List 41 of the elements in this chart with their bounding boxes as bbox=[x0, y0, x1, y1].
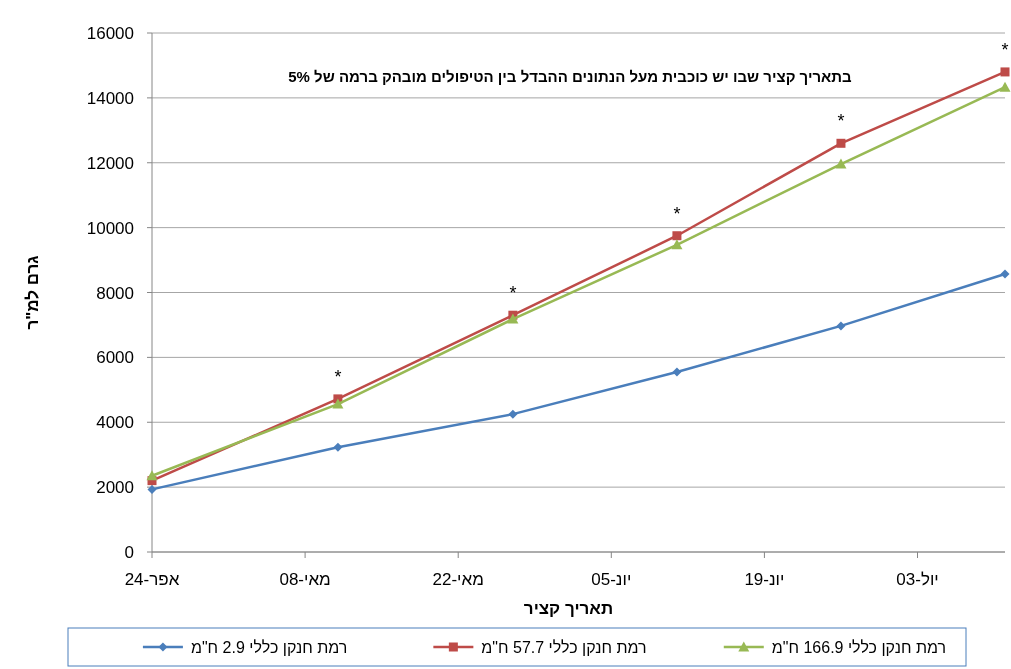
x-tick-label: 24-אפר bbox=[124, 570, 180, 589]
point bbox=[507, 313, 519, 324]
legend-label: רמת חנקן כללי 57.7 ח"מ bbox=[481, 639, 647, 656]
point bbox=[672, 231, 682, 241]
x-tick-label: 19-יונ bbox=[744, 570, 785, 589]
x-axis-title: תאריך קציר bbox=[523, 599, 614, 618]
y-tick-label: 14000 bbox=[86, 88, 134, 108]
text: בתאריך קציר שבו יש כוכבית מעל הנתונים ההבדל בין הטיפולים מובהק ברמה של 5% bbox=[288, 68, 853, 85]
y-tick-label: 10000 bbox=[86, 218, 134, 238]
point bbox=[332, 398, 344, 409]
point bbox=[333, 442, 343, 452]
annotation: * bbox=[334, 366, 342, 387]
y-tick-label: 6000 bbox=[96, 348, 134, 368]
y-tick-label: 4000 bbox=[96, 413, 134, 433]
annotation: * bbox=[673, 203, 681, 224]
point bbox=[672, 367, 682, 377]
legend-label: רמת חנקן כללי 166.9 ח"מ bbox=[771, 639, 946, 656]
point bbox=[671, 239, 683, 250]
y-tick-label: 12000 bbox=[86, 153, 134, 173]
y-tick-label: 16000 bbox=[86, 24, 134, 43]
point bbox=[836, 138, 846, 148]
point bbox=[1000, 67, 1010, 77]
y-tick-label: 8000 bbox=[96, 283, 134, 303]
x-tick-label: 08-מאי bbox=[279, 570, 331, 589]
annotation: * bbox=[1001, 39, 1009, 60]
point bbox=[508, 409, 518, 419]
point bbox=[835, 158, 847, 169]
x-tick-label: 22-מאי bbox=[432, 570, 484, 589]
point bbox=[1000, 269, 1010, 279]
x-tick-label: 05-יונ bbox=[591, 570, 632, 589]
y-tick-label: 2000 bbox=[96, 478, 134, 498]
point bbox=[147, 484, 157, 494]
annotation: * bbox=[509, 283, 517, 304]
point bbox=[999, 81, 1011, 92]
y-axis-title: גרם למ"ר bbox=[23, 255, 42, 330]
x-tick-label: 03-יול bbox=[896, 570, 939, 589]
point bbox=[836, 321, 846, 331]
annotation: * bbox=[837, 111, 845, 132]
point bbox=[146, 470, 158, 481]
y-tick-label: 0 bbox=[124, 543, 134, 562]
legend-label: רמת חנקן כללי 2.9 ח"מ bbox=[190, 639, 348, 656]
